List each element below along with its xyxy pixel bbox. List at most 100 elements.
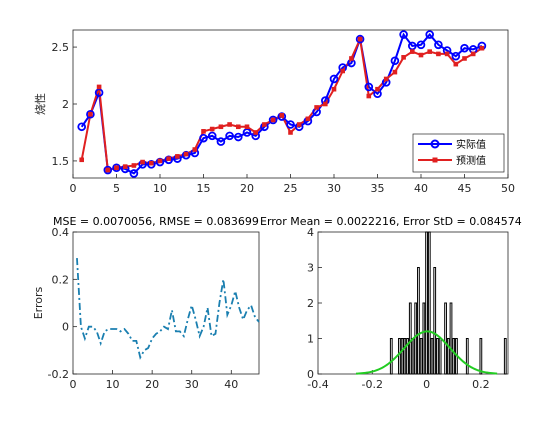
legend-box	[412, 133, 505, 173]
predicted-point	[227, 122, 232, 127]
histogram-title: Error Mean = 0.0022216, Error StD = 0.08…	[260, 215, 522, 228]
actual-point	[225, 131, 234, 141]
predicted-point	[296, 122, 302, 127]
predicted-point	[105, 167, 111, 173]
actual-point	[329, 74, 339, 84]
actual-point	[234, 132, 243, 142]
predicted-point	[253, 130, 258, 135]
predicted-point	[392, 69, 398, 75]
errors-x-tick-label: 40	[224, 378, 238, 391]
histogram-bar	[446, 338, 450, 375]
top-y-tick-label: 1.5	[52, 155, 70, 168]
errors-series-line	[76, 257, 260, 360]
actual-point	[399, 30, 408, 39]
predicted-point	[183, 151, 189, 157]
actual-point	[86, 109, 95, 119]
top-x-tick-label: 25	[284, 182, 298, 195]
predicted-point	[140, 159, 145, 165]
histogram-bar	[503, 338, 507, 375]
predicted-point	[401, 55, 406, 60]
predicted-point	[209, 126, 215, 132]
legend-actual-marker	[430, 139, 440, 149]
errors-y-tick-label: 0.4	[52, 226, 70, 239]
errors-axis-ticks: 0 10 20 30 40-0.200.20.4	[48, 226, 239, 391]
predicted-point	[436, 51, 441, 57]
histogram-bar	[433, 267, 437, 375]
error-histogram: Error Mean = 0.0022216, Error StD = 0.08…	[260, 215, 522, 391]
top-line-chart: 0 5 10 15 20 25 30 35 40 45 50 1.5 2 2.5 烧性 实际值 预测值	[33, 29, 516, 195]
actual-point	[112, 163, 121, 173]
histogram-x-tick-label: 0.2	[472, 378, 490, 391]
actual-point	[416, 40, 426, 50]
histogram-bar	[419, 338, 423, 375]
errors-plot-area	[72, 231, 260, 375]
predicted-point	[314, 105, 319, 110]
histogram-bars-group	[389, 231, 507, 375]
predicted-point	[305, 116, 311, 122]
histogram-x-tick-label: 0	[423, 378, 430, 391]
predicted-point	[479, 45, 485, 51]
top-y-axis-label: 烧性	[33, 93, 47, 115]
histogram-bar	[425, 231, 428, 375]
errors-x-tick-label: 10	[106, 378, 120, 391]
actual-point	[216, 137, 226, 146]
predicted-point	[349, 56, 354, 61]
predicted-point	[357, 36, 363, 42]
predicted-point	[192, 147, 198, 152]
histogram-bar	[436, 338, 439, 375]
predicted-point	[131, 163, 137, 168]
predicted-point	[279, 113, 285, 118]
predicted-point	[288, 130, 293, 135]
histogram-bar	[408, 302, 412, 375]
errors-y-tick-label: 0	[62, 321, 69, 334]
predicted-point	[244, 124, 250, 130]
actual-point	[425, 30, 435, 39]
predicted-point	[383, 76, 389, 82]
errors-x-tick-label: 20	[145, 378, 159, 391]
predicted-point	[323, 101, 328, 107]
actual-point	[286, 120, 295, 129]
predicted-point	[236, 124, 241, 130]
histogram-bar	[400, 338, 404, 375]
histogram-y-tick-label: 0	[307, 368, 314, 381]
histogram-bar	[422, 302, 426, 375]
predicted-point	[410, 49, 415, 54]
predicted-point	[270, 117, 276, 123]
normal-fit-curve	[355, 330, 498, 375]
errors-line-chart: MSE = 0.0070056, RMSE = 0.083699 0 10 20 30…	[32, 215, 260, 391]
top-y-tick-label: 2	[62, 98, 69, 111]
errors-y-axis-label: Errors	[32, 286, 45, 319]
top-axis-ticks: 0 5 10 15 20 25 30 35 40 45 50 1.5 2 2.5	[52, 41, 516, 195]
actual-point	[268, 115, 278, 125]
top-x-tick-label: 30	[327, 182, 341, 195]
legend: 实际值 预测值	[412, 133, 505, 173]
predicted-point	[79, 157, 84, 163]
actual-point	[460, 43, 469, 53]
predicted-point	[453, 61, 459, 67]
top-x-tick-label: 50	[501, 182, 515, 195]
top-x-tick-label: 35	[371, 182, 385, 195]
actual-point	[207, 131, 217, 141]
histogram-x-tick-label: -0.2	[362, 378, 383, 391]
histogram-bar	[452, 338, 456, 375]
actual-point	[77, 122, 86, 132]
histogram-bar	[449, 302, 453, 375]
errors-series-group	[76, 257, 260, 360]
top-series-group	[77, 30, 487, 178]
histogram-bar	[403, 338, 407, 375]
histogram-y-tick-label: 3	[307, 262, 314, 275]
histogram-bar	[444, 302, 447, 375]
predicted-point	[375, 86, 380, 92]
histogram-bar	[427, 231, 431, 375]
histogram-y-tick-label: 4	[307, 226, 314, 239]
histogram-bar	[417, 267, 420, 375]
predicted-point	[122, 164, 128, 169]
histogram-bar	[406, 338, 409, 375]
predicted-point	[218, 124, 224, 130]
predicted-point	[462, 56, 467, 61]
histogram-bar	[438, 338, 442, 375]
actual-point	[451, 51, 461, 61]
histogram-bar	[430, 338, 434, 375]
top-x-tick-label: 0	[70, 182, 77, 195]
predicted-point	[340, 68, 345, 74]
